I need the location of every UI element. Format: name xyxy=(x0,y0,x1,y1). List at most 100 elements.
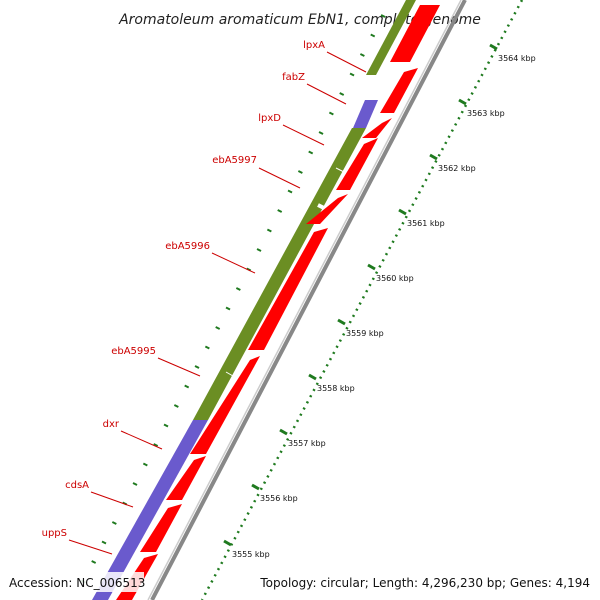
gene-name-text: uppS xyxy=(42,528,67,539)
gene-name-text: ebA5997 xyxy=(212,155,257,166)
scale-tick xyxy=(398,208,407,216)
backbone xyxy=(147,0,467,600)
gene-label-lpxD: lpxD xyxy=(258,113,325,146)
inner-tick xyxy=(328,111,334,116)
gene-name-text: ebA5995 xyxy=(111,346,156,357)
gene-label-fabZ: fabZ xyxy=(282,72,347,105)
gene-leader-line xyxy=(120,430,163,450)
cog-segment-purple-fabz xyxy=(353,100,378,128)
scale-tick xyxy=(458,98,467,106)
gene-leader-line xyxy=(157,357,201,377)
gene-leader-line xyxy=(282,124,325,146)
gene-arrow xyxy=(336,138,378,190)
inner-tick xyxy=(204,345,210,350)
backbone-highlight xyxy=(147,0,462,600)
gene-label-dxr: dxr xyxy=(103,419,163,450)
gene-name-text: lpxD xyxy=(258,113,281,124)
inner-tick xyxy=(111,521,117,525)
backbone-line xyxy=(150,0,467,600)
inner-tick xyxy=(184,384,190,389)
scale-tick xyxy=(279,428,288,436)
gene-name-text: lpxA xyxy=(303,40,325,51)
inner-tick xyxy=(235,287,241,291)
genome-title: Aromatoleum aromaticum EbN1, complete ge… xyxy=(118,12,481,28)
inner-tick xyxy=(277,209,283,213)
scale-tick xyxy=(337,318,346,326)
outer-scale-ring xyxy=(200,0,524,600)
scale-label: 3561 kbp xyxy=(407,219,445,228)
gene-arrow xyxy=(362,118,392,138)
inner-tick xyxy=(163,423,169,428)
scale-tick xyxy=(308,373,317,381)
inner-tick xyxy=(225,306,231,311)
cog-track xyxy=(92,0,416,600)
inner-tick xyxy=(339,92,345,96)
gene-arrow xyxy=(248,228,328,350)
gene-label-ebA5996: ebA5996 xyxy=(165,241,256,274)
gene-name-text: dxr xyxy=(103,419,120,430)
scale-label: 3560 kbp xyxy=(376,274,414,283)
inner-tick xyxy=(132,482,138,486)
outer-scale-dots xyxy=(200,0,524,600)
gene-leader-line xyxy=(211,252,256,274)
genome-summary: Topology: circular; Length: 4,296,230 bp… xyxy=(259,576,590,590)
inner-tick xyxy=(359,53,365,57)
gene-labels: lpxA fabZ lpxD ebA5997 ebA5996 ebA5995 dxr cdsA… xyxy=(42,40,367,555)
inner-tick xyxy=(194,365,200,369)
inner-tick xyxy=(308,150,314,155)
inner-tick xyxy=(380,14,386,18)
gene-arrow xyxy=(390,5,440,62)
gene-name-text: fabZ xyxy=(282,72,305,83)
gene-name-text: cdsA xyxy=(65,480,89,491)
scale-label: 3562 kbp xyxy=(438,164,476,173)
scale-label: 3558 kbp xyxy=(317,384,355,393)
gene-label-ebA5997: ebA5997 xyxy=(212,155,301,189)
scale-label: 3555 kbp xyxy=(232,550,270,559)
scale-tick xyxy=(429,153,438,161)
scale-label: 3559 kbp xyxy=(346,329,384,338)
scale-tick xyxy=(251,483,260,491)
scale-label: 3557 kbp xyxy=(288,439,326,448)
inner-tick xyxy=(318,131,324,135)
inner-tick xyxy=(153,443,159,447)
gene-arrow xyxy=(166,456,206,500)
inner-tick xyxy=(370,33,376,38)
inner-tick xyxy=(101,540,107,545)
scale-label: 3564 kbp xyxy=(498,54,536,63)
cog-divider xyxy=(225,371,241,381)
gene-label-ebA5995: ebA5995 xyxy=(111,346,201,377)
inner-tick xyxy=(266,228,272,233)
gene-label-lpxA: lpxA xyxy=(303,40,367,73)
gene-label-cdsA: cdsA xyxy=(65,480,134,508)
inner-tick xyxy=(142,462,148,467)
scale-tick xyxy=(223,539,232,547)
gene-leader-line xyxy=(306,83,347,105)
inner-tick xyxy=(256,248,262,252)
gene-leader-line xyxy=(326,51,367,73)
scale-label: 3563 kbp xyxy=(467,109,505,118)
inner-tick xyxy=(349,72,355,77)
inner-tick xyxy=(215,326,221,330)
gene-name-text: ebA5996 xyxy=(165,241,210,252)
inner-tick xyxy=(287,189,293,194)
accession-label: Accession: NC_006513 xyxy=(9,576,145,590)
scale-label: 3556 kbp xyxy=(260,494,298,503)
gene-track xyxy=(116,5,440,600)
gene-leader-line xyxy=(90,491,134,508)
gene-arrow xyxy=(380,68,418,113)
gene-arrow xyxy=(140,504,182,552)
gene-arrow xyxy=(306,194,348,224)
footer-left-bg xyxy=(4,572,144,592)
gene-leader-line xyxy=(258,167,301,189)
inner-tick xyxy=(91,560,97,564)
scale-tick xyxy=(367,263,376,271)
gene-leader-line xyxy=(68,539,113,555)
inner-tick xyxy=(173,404,179,408)
cog-segment-purple-bottom xyxy=(92,420,208,600)
inner-tick xyxy=(297,170,303,174)
footer-right-bg xyxy=(256,572,596,592)
scale-ticks: 3564 kbp 3563 kbp 3562 kbp 3561 kbp 3560 kbp… xyxy=(223,43,536,559)
gene-arrow xyxy=(190,356,260,454)
cog-segment-olive-top xyxy=(366,0,416,75)
